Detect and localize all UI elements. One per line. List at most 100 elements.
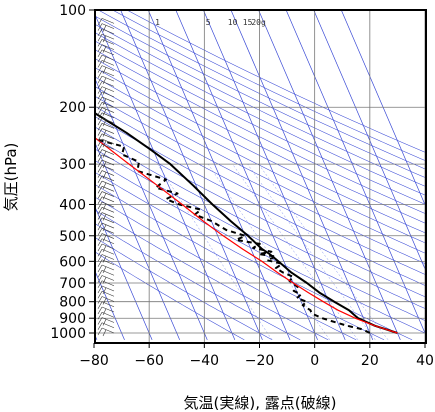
wind-barb-staff [101, 33, 115, 40]
wind-barb [97, 306, 115, 316]
dry-adiabat-line [95, 95, 426, 265]
wind-barb-flag [102, 235, 107, 242]
wind-barb-flag [97, 306, 103, 315]
wind-barb-flag [97, 222, 103, 231]
isotherm-line [95, 270, 125, 340]
wind-barb-flag [97, 186, 103, 194]
x-tick-label: −40 [190, 353, 220, 369]
wind-barb-flag [97, 312, 103, 320]
wind-barb-flag [97, 259, 103, 267]
wind-barb [97, 222, 115, 232]
wind-barb [97, 23, 115, 32]
wind-barb-flag [97, 28, 103, 37]
isotherm-line [120, 10, 263, 340]
wind-barb-flag [102, 203, 107, 211]
wind-barb-staff [101, 222, 115, 229]
wind-barb-flag [102, 119, 107, 127]
wind-barb-flag [97, 228, 103, 236]
wind-barb-flag [97, 317, 103, 325]
wind-barb-flag [102, 287, 107, 295]
wind-barb [97, 96, 115, 106]
wind-barb-flag [97, 217, 103, 225]
dewpoint-line [95, 137, 371, 334]
wind-barb-flag [97, 264, 103, 273]
wind-barb-flag [97, 170, 103, 178]
chart-grid [95, 10, 426, 343]
wind-barb [97, 275, 115, 284]
wind-barb-staff [101, 264, 115, 271]
mixing-ratio-label: 5 [206, 18, 211, 27]
wind-barb [97, 33, 115, 43]
y-tick-label: 500 [59, 229, 86, 245]
wind-barb [97, 44, 115, 53]
y-axis-label: 気圧(hPa) [2, 143, 20, 212]
wind-barb-flag [102, 298, 107, 305]
wind-barb-staff [101, 243, 115, 250]
wind-barb [97, 28, 115, 37]
wind-barb [97, 254, 115, 263]
wind-barb-staff [101, 170, 115, 176]
wind-barb-flag [97, 81, 103, 89]
wind-barb-staff [101, 275, 115, 281]
dry-adiabat-line [95, 184, 385, 341]
temperature-line [95, 112, 398, 334]
isotherm-line [230, 10, 374, 340]
wind-barb-flag [97, 39, 103, 47]
isotherm-line [175, 10, 318, 340]
wind-barb-flag [97, 33, 103, 42]
wind-barb-flag [97, 270, 103, 278]
wind-barb-staff [101, 54, 115, 61]
mixing-ratio-label: 20g [251, 18, 266, 27]
isotherm-line [340, 10, 426, 208]
wind-barb-flag [102, 88, 107, 95]
wind-barb-flag [97, 138, 103, 147]
dry-adiabat-line [95, 251, 245, 341]
wind-barb-flag [102, 35, 107, 43]
mixing-ratio-line [247, 163, 376, 340]
x-tick-label: 0 [310, 353, 319, 369]
wind-barb-flag [102, 67, 107, 74]
wind-barb-flag [97, 191, 103, 199]
dry-adiabat-line [95, 58, 426, 224]
grid-clip [95, 10, 426, 343]
y-tick-label: 300 [59, 157, 86, 173]
wind-barb-flag [97, 238, 103, 246]
wind-barb-flag [97, 149, 103, 157]
wind-barb-flag [102, 182, 107, 190]
isotherm-line [313, 10, 426, 273]
wind-barb-flag [97, 159, 103, 168]
wind-barb-staff [101, 138, 115, 145]
wind-barb-staff [101, 327, 115, 334]
wind-barb-staff [101, 233, 115, 239]
wind-barb [97, 54, 115, 64]
wind-barb-flag [97, 285, 103, 294]
wind-barb [97, 285, 115, 295]
wind-barb-flag [97, 280, 103, 288]
wind-barb-flag [97, 18, 103, 26]
wind-barb-flag [97, 96, 103, 105]
wind-barb-staff [101, 191, 115, 197]
wind-barb-flag [97, 296, 103, 304]
wind-barb [97, 138, 115, 148]
wind-barb-flag [102, 277, 107, 284]
wind-barb-flag [97, 180, 103, 189]
wind-barb-staff [101, 254, 115, 260]
mixing-ratio-label: 10 [228, 18, 238, 27]
wind-barb-flag [102, 266, 107, 274]
dry-adiabat-line [95, 105, 426, 276]
wind-barb-flag [102, 245, 107, 253]
wind-barb-flag [97, 327, 103, 336]
wind-barb-flag [97, 207, 103, 215]
wind-barb-flag [97, 301, 103, 309]
y-tick-label: 100 [59, 3, 86, 19]
y-tick-label: 800 [59, 295, 86, 311]
wind-barb-flag [97, 123, 103, 131]
wind-barb-flag [97, 86, 103, 94]
dry-adiabat-line [126, 10, 426, 153]
wind-barb-flag [102, 161, 107, 169]
y-tick-label: 700 [59, 276, 86, 292]
mixing-ratio-line [207, 163, 330, 340]
wind-barb [97, 65, 115, 74]
wind-barb-flag [97, 54, 103, 63]
